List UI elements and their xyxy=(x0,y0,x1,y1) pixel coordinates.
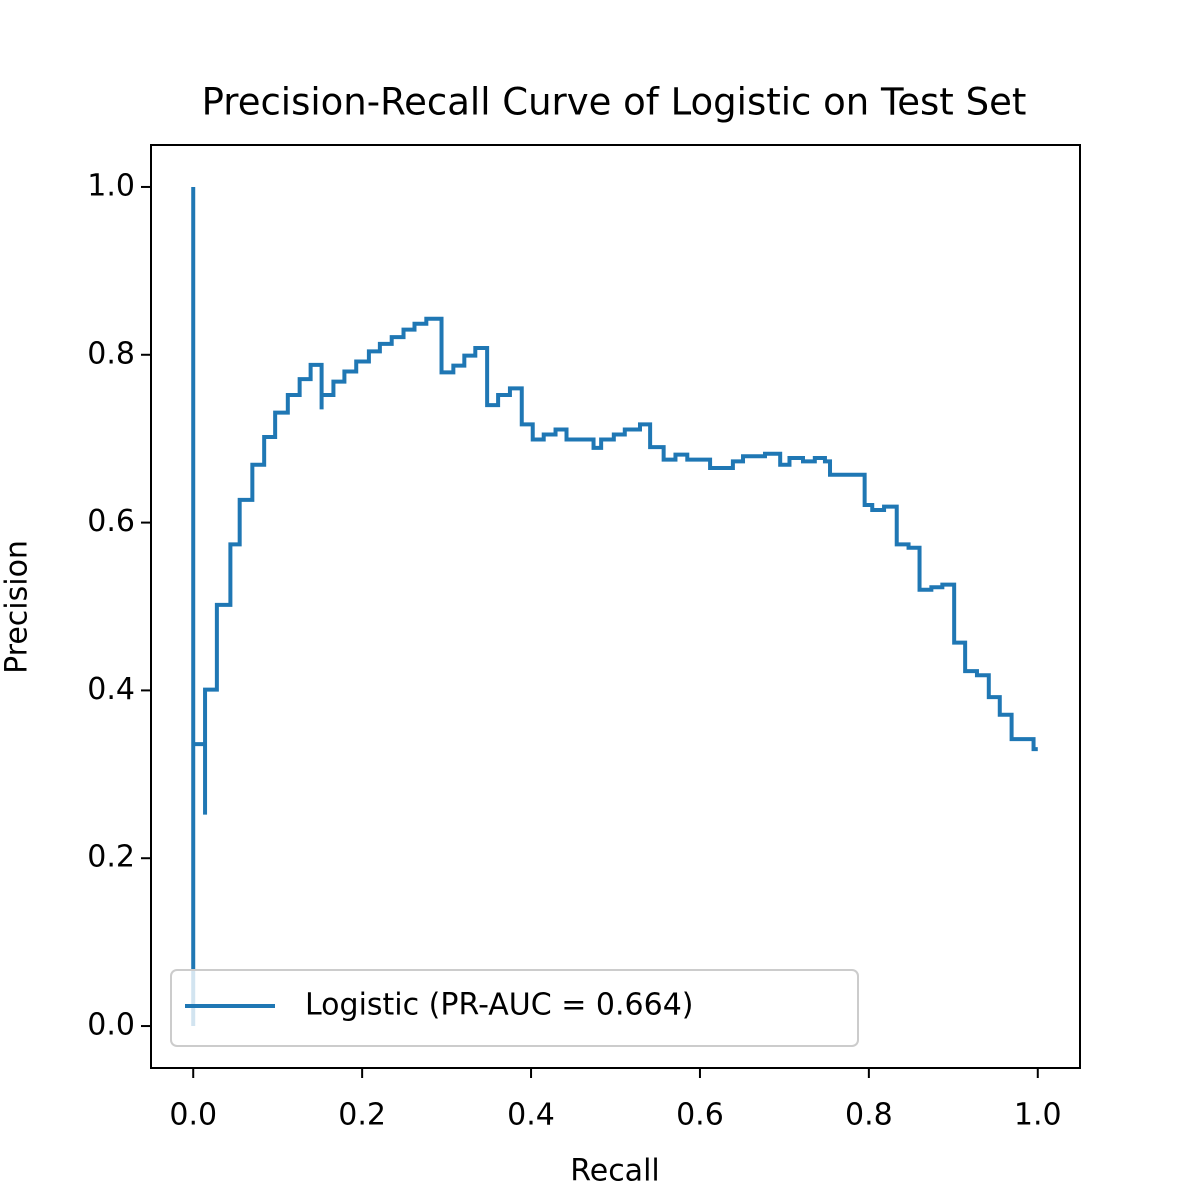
chart-title: Precision-Recall Curve of Logistic on Te… xyxy=(202,81,1027,124)
x-tick-label: 1.0 xyxy=(1014,1098,1062,1133)
y-tick-label: 1.0 xyxy=(87,168,135,203)
x-tick-label: 0.8 xyxy=(845,1098,893,1133)
x-tick-label: 0.0 xyxy=(169,1098,217,1133)
x-tick-label: 0.2 xyxy=(338,1098,386,1133)
x-tick-label: 0.4 xyxy=(507,1098,555,1133)
pr-curve xyxy=(191,186,1038,1027)
y-axis-label: Precision xyxy=(0,540,35,674)
x-tick-label: 0.6 xyxy=(676,1098,724,1133)
y-tick-label: 0.2 xyxy=(87,840,135,875)
legend-box xyxy=(170,969,859,1047)
x-axis-label: Recall xyxy=(570,1154,660,1189)
y-tick-label: 0.0 xyxy=(87,1008,135,1043)
legend-label: Logistic (PR-AUC = 0.664) xyxy=(305,988,694,1023)
y-tick-label: 0.4 xyxy=(87,672,135,707)
y-tick-label: 0.8 xyxy=(87,336,135,371)
axes-frame xyxy=(150,144,1081,1069)
y-tick-label: 0.6 xyxy=(87,504,135,539)
